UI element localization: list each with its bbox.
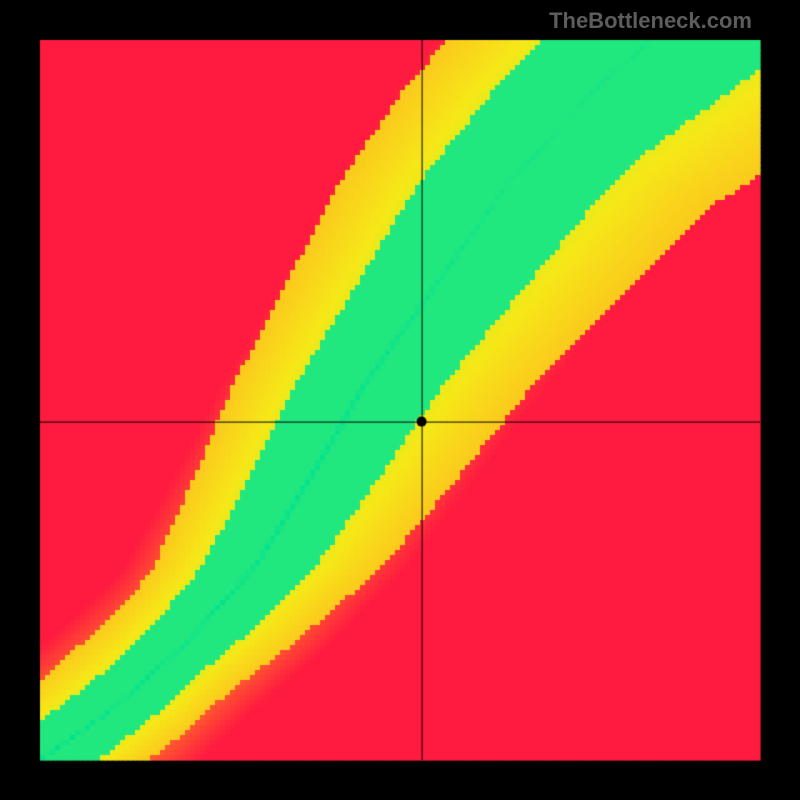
watermark-text: TheBottleneck.com xyxy=(549,8,752,34)
chart-container: TheBottleneck.com xyxy=(0,0,800,800)
bottleneck-heatmap-canvas xyxy=(0,0,800,800)
